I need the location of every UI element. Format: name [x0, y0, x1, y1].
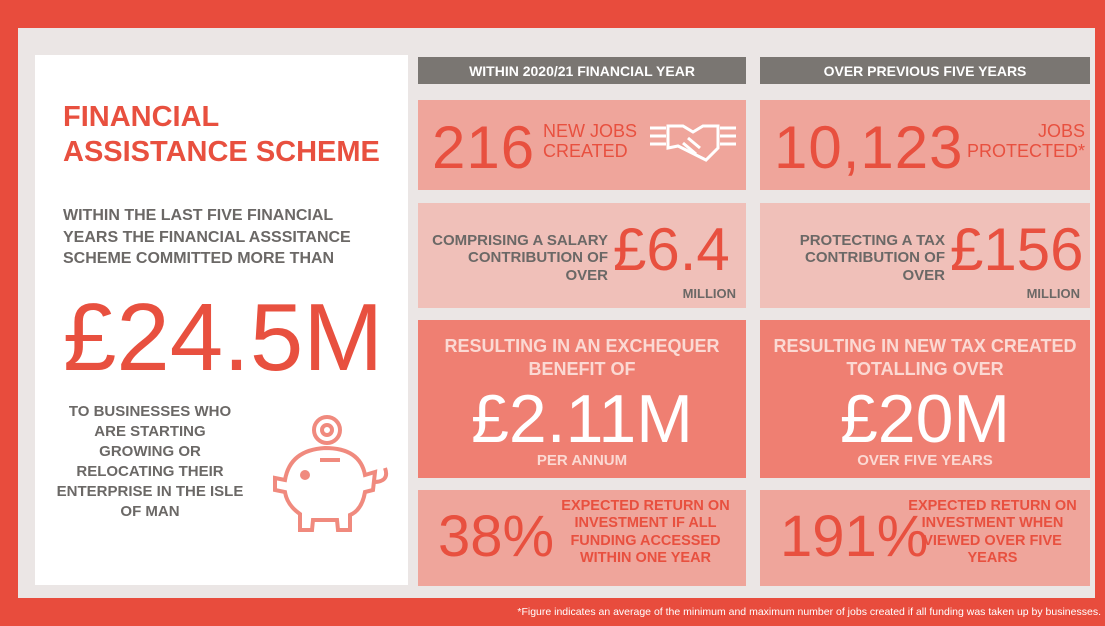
return-text: EXPECTED RETURN ON INVESTMENT WHEN VIEWE…	[908, 498, 1077, 567]
benefit-box	[418, 320, 746, 478]
jobs-box	[418, 100, 746, 190]
benefit-text: RESULTING IN AN EXCHEQUER BENEFIT OF	[444, 336, 720, 379]
piggy-bank-icon	[273, 415, 389, 532]
return-percent: 38%	[438, 504, 555, 569]
intro: WITHIN THE LAST FIVE FINANCIAL YEARS THE…	[63, 207, 351, 268]
contribution-text: COMPRISING A SALARY CONTRIBUTION OF OVER	[432, 232, 608, 284]
jobs-label: NEW JOBS CREATED	[543, 121, 638, 161]
contribution-text: PROTECTING A TAX CONTRIBUTION OF OVER	[799, 232, 945, 284]
column-header: WITHIN 2020/21 FINANCIAL YEAR	[418, 57, 746, 84]
contribution-amount: £6.4	[613, 216, 730, 283]
return-text: EXPECTED RETURN ON INVESTMENT IF ALL FUN…	[561, 498, 730, 567]
jobs-number: 216	[432, 114, 536, 181]
title: FINANCIAL ASSISTANCE SCHEME	[63, 101, 380, 168]
benefit-text: RESULTING IN NEW TAX CREATED TOTALLING O…	[773, 336, 1077, 379]
benefit-box	[760, 320, 1090, 478]
jobs-label: JOBS PROTECTED*	[966, 121, 1085, 161]
amount: £24.5M	[63, 284, 384, 391]
left-card: FINANCIAL ASSISTANCE SCHEME WITHIN THE L…	[35, 55, 408, 585]
benefit-amount: £20M	[839, 381, 1011, 457]
handshake-icon	[650, 124, 736, 162]
benefit-amount: £2.11M	[471, 381, 693, 457]
description: TO BUSINESSES WHO ARE STARTING GROWING O…	[56, 403, 244, 520]
column-header: OVER PREVIOUS FIVE YEARS	[760, 57, 1090, 84]
contribution-amount: £156	[950, 216, 1084, 283]
return-percent: 191%	[780, 504, 929, 569]
return-box	[418, 490, 746, 586]
benefit-period: OVER FIVE YEARS	[857, 452, 993, 469]
jobs-number: 10,123	[774, 114, 964, 181]
benefit-period: PER ANNUM	[536, 452, 628, 469]
contribution-unit: MILLION	[682, 286, 736, 301]
icon	[648, 118, 738, 173]
footnote: *Figure indicates an average of the mini…	[517, 606, 1101, 618]
contribution-box	[418, 203, 746, 308]
jobs-box	[760, 100, 1090, 190]
contribution-unit: MILLION	[1026, 286, 1080, 301]
contribution-box	[760, 203, 1090, 308]
return-box	[760, 490, 1090, 586]
